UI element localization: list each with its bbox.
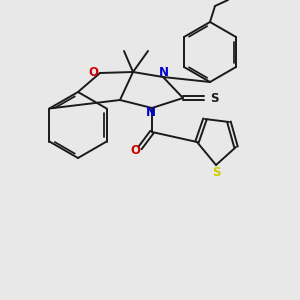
- Text: S: S: [210, 92, 218, 104]
- Text: O: O: [88, 65, 98, 79]
- Text: N: N: [146, 106, 156, 118]
- Text: O: O: [130, 145, 140, 158]
- Text: S: S: [212, 167, 220, 179]
- Text: N: N: [159, 67, 169, 80]
